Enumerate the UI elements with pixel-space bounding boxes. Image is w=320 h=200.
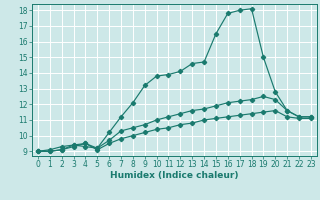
X-axis label: Humidex (Indice chaleur): Humidex (Indice chaleur) bbox=[110, 171, 239, 180]
